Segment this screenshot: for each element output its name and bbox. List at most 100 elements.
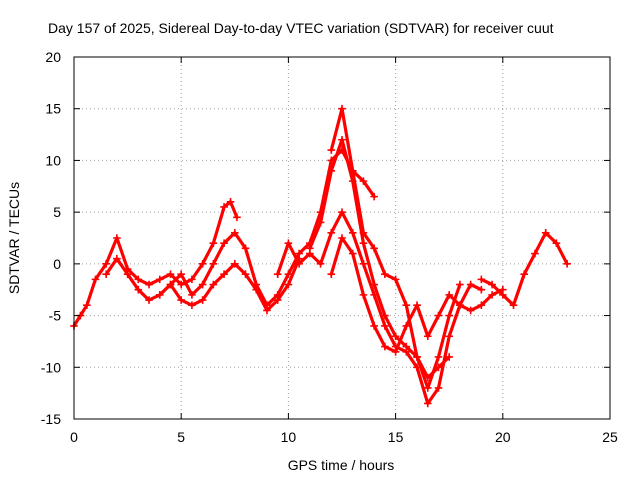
data-point bbox=[381, 270, 389, 278]
data-point bbox=[316, 260, 325, 268]
data-point bbox=[520, 270, 529, 278]
data-point bbox=[391, 347, 400, 356]
data-point bbox=[295, 260, 303, 268]
data-point bbox=[102, 260, 110, 268]
series-trace bbox=[72, 200, 239, 328]
data-point bbox=[499, 291, 507, 299]
data-point bbox=[273, 296, 282, 304]
data-point bbox=[327, 229, 336, 237]
data-point bbox=[188, 275, 196, 284]
data-point bbox=[327, 270, 336, 278]
data-point bbox=[338, 104, 346, 113]
data-point bbox=[327, 146, 336, 154]
x-tick-label: 15 bbox=[388, 429, 404, 445]
series-trace bbox=[276, 210, 505, 406]
data-point bbox=[209, 260, 218, 268]
data-point bbox=[226, 198, 235, 206]
data-point bbox=[284, 280, 293, 289]
data-point bbox=[531, 249, 539, 258]
x-axis-label: GPS time / hours bbox=[288, 457, 395, 473]
data-point bbox=[466, 280, 475, 289]
series-satellite-track-6 bbox=[327, 234, 486, 356]
data-point bbox=[381, 342, 389, 351]
data-point bbox=[83, 301, 91, 310]
data-point bbox=[91, 275, 100, 284]
data-point bbox=[113, 234, 121, 242]
data-point bbox=[145, 296, 153, 304]
data-point bbox=[402, 347, 411, 356]
data-point bbox=[231, 260, 239, 268]
data-point bbox=[123, 270, 132, 278]
data-point bbox=[134, 275, 143, 284]
data-point bbox=[456, 301, 464, 310]
data-point bbox=[477, 301, 486, 310]
data-point bbox=[423, 332, 432, 341]
data-point bbox=[370, 322, 378, 330]
y-tick-label: -15 bbox=[41, 411, 61, 427]
data-point bbox=[413, 353, 421, 361]
data-point bbox=[145, 280, 153, 289]
data-point bbox=[188, 291, 196, 299]
data-point bbox=[391, 275, 400, 284]
data-point bbox=[359, 229, 368, 237]
data-point bbox=[327, 166, 336, 175]
chart-title: Day 157 of 2025, Sidereal Day-to-day VTE… bbox=[48, 20, 554, 36]
x-tick-label: 10 bbox=[281, 429, 297, 445]
data-point bbox=[488, 291, 496, 299]
series-trace bbox=[308, 138, 451, 380]
data-point bbox=[348, 229, 357, 237]
y-tick-label: -10 bbox=[41, 359, 61, 375]
data-point bbox=[113, 254, 121, 263]
data-point bbox=[477, 285, 486, 294]
data-point bbox=[552, 239, 561, 247]
data-point bbox=[220, 270, 228, 278]
data-point bbox=[338, 208, 346, 216]
data-point bbox=[209, 239, 218, 247]
series-satellite-track-7 bbox=[327, 104, 464, 392]
data-point bbox=[273, 270, 282, 278]
data-point bbox=[402, 322, 411, 330]
data-point bbox=[220, 203, 228, 211]
series-satellite-track-4 bbox=[306, 135, 453, 382]
data-point bbox=[434, 311, 443, 320]
data-point bbox=[316, 218, 325, 227]
data-point bbox=[198, 280, 207, 289]
data-point bbox=[188, 301, 196, 310]
series-layer bbox=[70, 104, 571, 408]
data-point bbox=[423, 384, 432, 392]
y-tick-label: 0 bbox=[53, 256, 61, 272]
data-point bbox=[466, 306, 475, 315]
data-point bbox=[241, 270, 250, 278]
data-point bbox=[370, 291, 378, 299]
data-point bbox=[423, 399, 432, 408]
data-point bbox=[233, 213, 241, 222]
data-point bbox=[445, 291, 453, 299]
data-point bbox=[413, 301, 421, 310]
data-point bbox=[434, 353, 443, 361]
data-point bbox=[434, 384, 443, 392]
series-satellite-track-8 bbox=[477, 229, 571, 310]
y-tick-label: -5 bbox=[49, 308, 62, 324]
series-satellite-track-1 bbox=[70, 198, 241, 330]
data-point bbox=[359, 177, 368, 185]
x-tick-label: 5 bbox=[177, 429, 185, 445]
data-point bbox=[209, 280, 218, 289]
data-point bbox=[381, 322, 389, 330]
data-point bbox=[198, 260, 207, 268]
data-point bbox=[166, 280, 175, 289]
data-point bbox=[166, 270, 175, 278]
data-point bbox=[306, 249, 314, 258]
y-axis-label: SDTVAR / TECUs bbox=[6, 182, 22, 294]
data-point bbox=[445, 311, 453, 320]
data-point bbox=[359, 291, 368, 299]
data-point bbox=[359, 239, 368, 247]
data-point bbox=[477, 275, 486, 284]
data-point bbox=[134, 285, 143, 294]
y-tick-label: 15 bbox=[45, 101, 61, 117]
tick-layer: 0 5 10 15 20 25 -15 -10 -5 0 5 10 15 20 bbox=[41, 49, 618, 445]
x-tick-label: 20 bbox=[495, 429, 511, 445]
data-point bbox=[370, 244, 378, 253]
data-point bbox=[231, 229, 239, 237]
